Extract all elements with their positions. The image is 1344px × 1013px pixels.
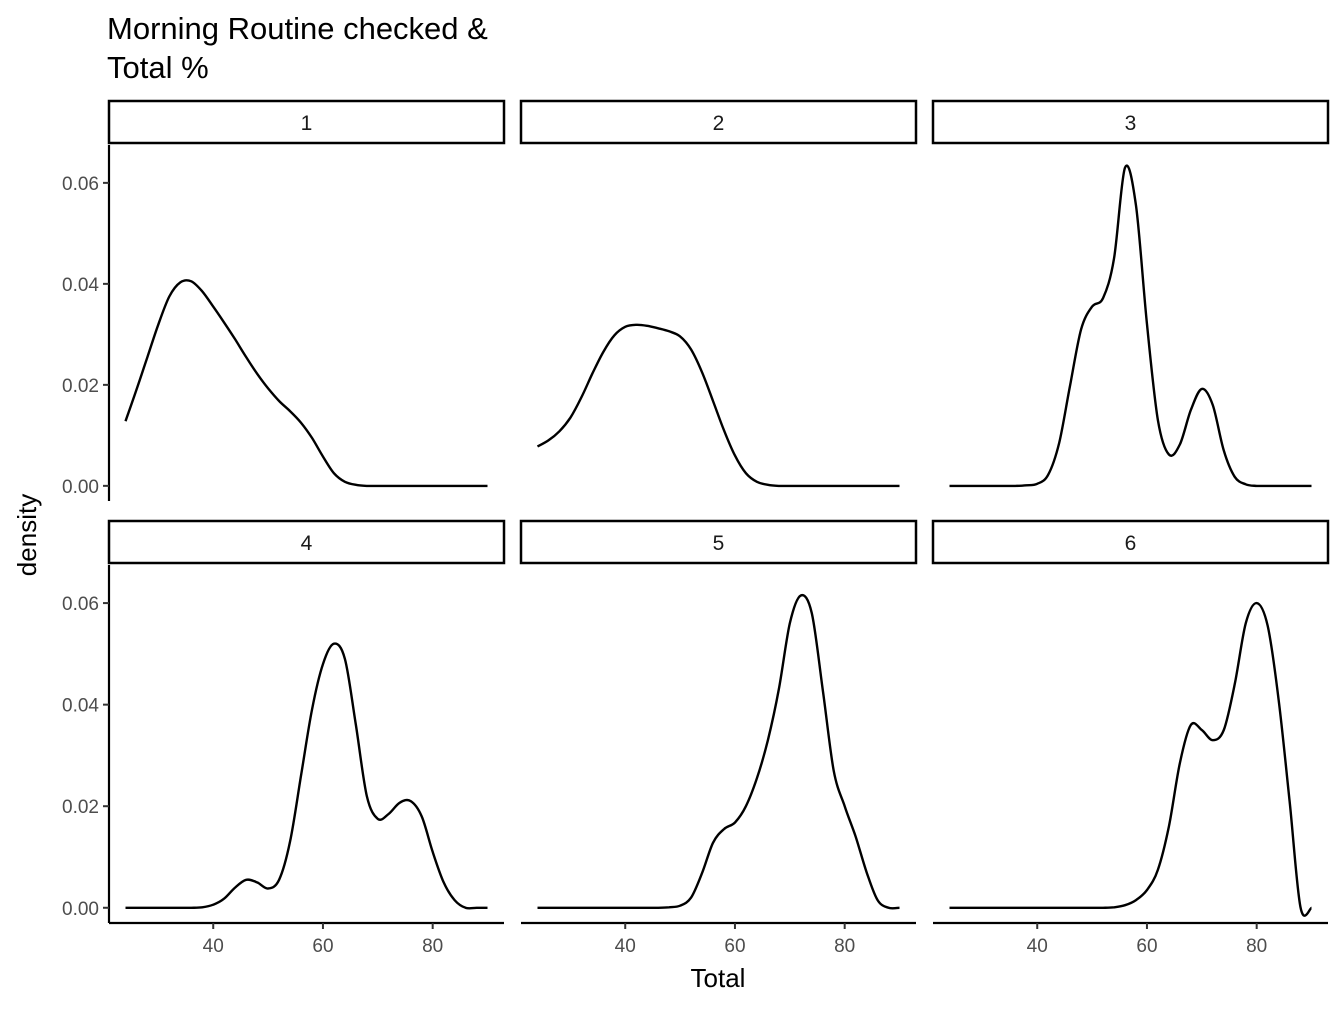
facet-strip-5 (519, 519, 918, 565)
facet-panel-5: 5 40 60 80 (519, 519, 918, 957)
chart-title-line-1: Morning Routine checked & (107, 11, 488, 46)
x-axis-label: Total (691, 963, 746, 993)
facet-strip-label: 3 (1125, 112, 1137, 135)
y-tick-label: 0.02 (62, 376, 99, 397)
y-tick-label: 0.04 (62, 696, 99, 717)
chart-title-line-2: Total % (107, 50, 209, 85)
density-curve-4 (125, 642, 488, 910)
x-tick-label: 60 (1136, 936, 1157, 957)
density-curve-6 (949, 601, 1313, 917)
facet-strip-label: 1 (301, 112, 313, 135)
facet-strip-6 (931, 519, 1330, 565)
facet-strip-3 (931, 99, 1330, 145)
y-axis-label: density (12, 494, 42, 576)
y-tick-label: 0.04 (62, 275, 99, 296)
x-tick-label: 80 (1246, 936, 1267, 957)
facet-panel-4: 4 0.00 0.02 0.04 0.06 40 60 80 (62, 519, 506, 957)
x-tick-label: 40 (615, 936, 636, 957)
x-tick-label: 40 (203, 936, 224, 957)
y-tick-label: 0.00 (62, 477, 99, 498)
facet-panel-1: 1 0.00 0.02 0.04 0.06 (62, 99, 506, 501)
y-tick-label: 0.06 (62, 594, 99, 615)
y-tick-label: 0.00 (62, 899, 99, 920)
facet-strip-label: 2 (713, 112, 725, 135)
density-curve-3 (949, 164, 1312, 488)
y-tick-label: 0.06 (62, 174, 99, 195)
facet-strip-label: 4 (301, 532, 313, 555)
x-tick-label: 80 (834, 936, 855, 957)
facet-panel-3: 3 (931, 99, 1330, 488)
facet-panel-2: 2 (519, 99, 918, 488)
facet-strip-label: 6 (1125, 532, 1137, 555)
x-tick-label: 80 (422, 936, 443, 957)
y-tick-label: 0.02 (62, 797, 99, 818)
density-curve-2 (536, 323, 900, 488)
x-tick-label: 60 (312, 936, 333, 957)
facet-strip-4 (107, 519, 506, 565)
facet-panels: 1 0.00 0.02 0.04 0.06 2 3 4 0.00 0.02 0.04 0.06 40 60… (62, 99, 1330, 957)
density-curve-5 (537, 593, 900, 910)
facet-panel-6: 6 40 60 80 (931, 519, 1330, 957)
x-tick-label: 40 (1027, 936, 1048, 957)
x-tick-label: 60 (724, 936, 745, 957)
facet-strip-label: 5 (713, 532, 725, 555)
density-curve-1 (124, 279, 488, 488)
facet-strip-1 (107, 99, 506, 145)
facet-strip-2 (519, 99, 918, 145)
